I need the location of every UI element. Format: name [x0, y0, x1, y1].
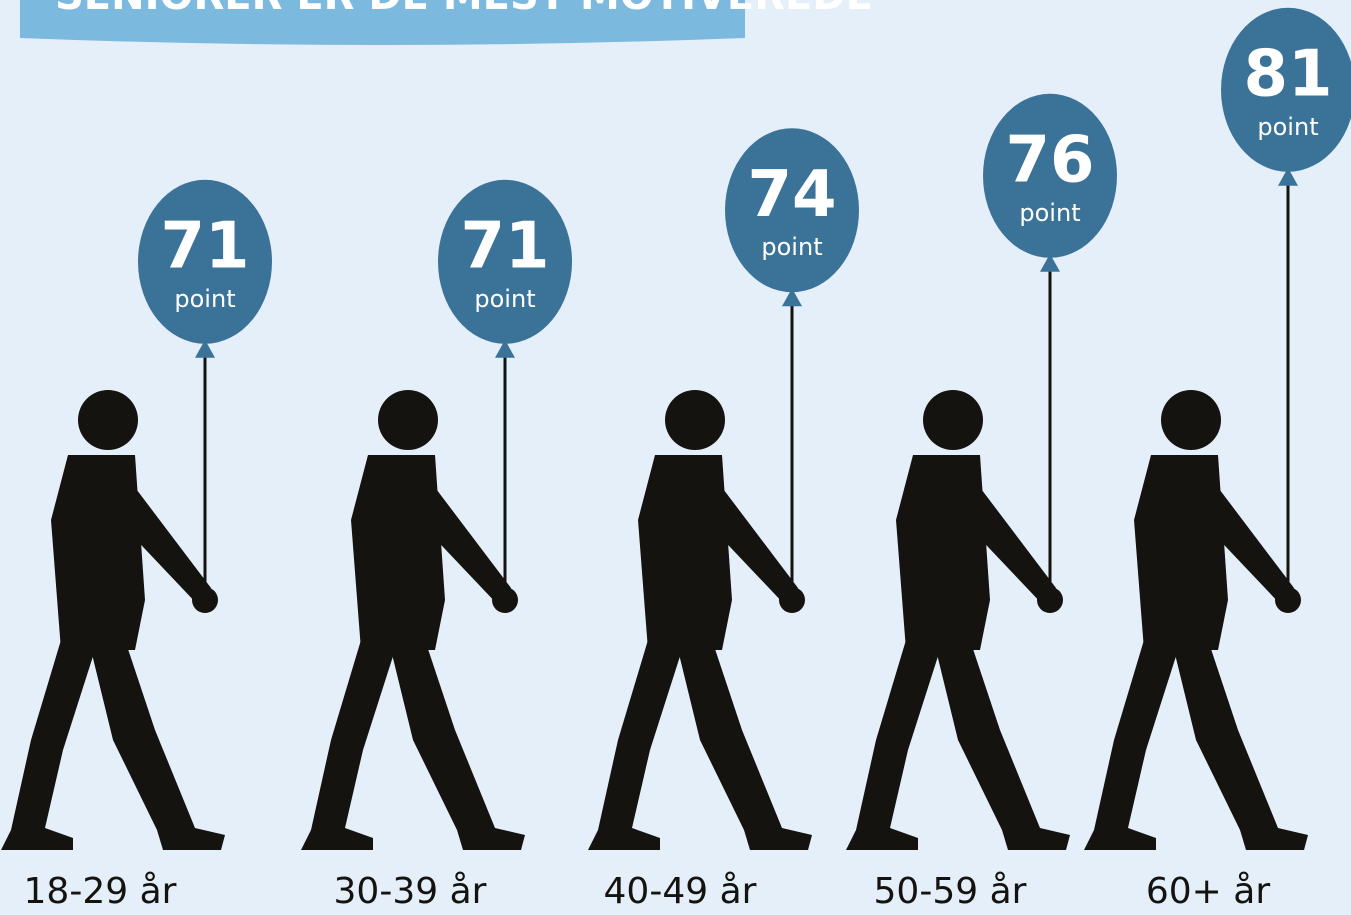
balloon — [725, 128, 859, 293]
value-label: 81 — [1243, 37, 1332, 111]
value-label: 71 — [160, 209, 249, 283]
category-label: 30-39 år — [334, 871, 487, 912]
category-label: 60+ år — [1146, 871, 1270, 912]
chart-title: SENIORER ER DE MEST MOTIVEREDE — [55, 0, 873, 19]
value-label: 76 — [1005, 123, 1094, 197]
unit-label: point — [174, 285, 235, 313]
category-label: 18-29 år — [24, 871, 177, 912]
unit-label: point — [761, 233, 822, 261]
balloon-knot — [1040, 253, 1060, 272]
category-label: 50-59 år — [874, 871, 1027, 912]
balloon-knot — [495, 339, 515, 358]
balloon-knot — [782, 288, 802, 307]
category-label: 40-49 år — [604, 871, 757, 912]
unit-label: point — [474, 285, 535, 313]
balloon — [983, 93, 1117, 258]
balloon — [138, 179, 272, 344]
balloon — [1221, 7, 1351, 172]
balloon — [438, 179, 572, 344]
unit-label: point — [1257, 113, 1318, 141]
value-label: 74 — [747, 158, 836, 232]
unit-label: point — [1019, 199, 1080, 227]
title-banner — [20, 0, 745, 45]
balloon-knot — [1278, 167, 1298, 186]
value-label: 71 — [460, 209, 549, 283]
balloon-knot — [195, 339, 215, 358]
